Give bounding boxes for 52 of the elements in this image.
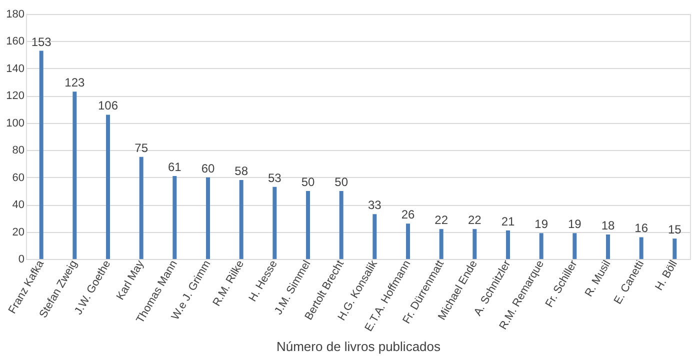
bar <box>172 176 177 259</box>
y-tick-label: 80 <box>12 144 24 157</box>
data-label: 50 <box>334 174 348 189</box>
data-label: 75 <box>134 140 148 155</box>
bar <box>639 237 644 259</box>
data-label: 22 <box>468 213 482 228</box>
bar <box>339 190 344 259</box>
data-label: 58 <box>234 164 248 178</box>
data-label: 16 <box>634 221 648 236</box>
data-label: 26 <box>401 208 415 222</box>
bar <box>372 214 377 259</box>
y-tick-label: 140 <box>6 62 24 75</box>
data-label: 19 <box>568 217 582 232</box>
data-label: 33 <box>368 198 382 212</box>
bar <box>239 180 244 259</box>
bar <box>72 92 77 259</box>
data-label: 53 <box>268 170 282 185</box>
bar <box>106 114 110 259</box>
bar <box>272 186 277 259</box>
y-tick-label: 40 <box>12 199 24 212</box>
y-tick-label: 160 <box>6 36 24 48</box>
data-label: 61 <box>168 160 182 174</box>
bar <box>206 177 210 259</box>
bar <box>306 190 310 259</box>
bar <box>672 238 677 259</box>
data-label: 50 <box>301 174 315 189</box>
data-label: 19 <box>534 217 548 232</box>
y-tick-label: 0 <box>18 254 24 266</box>
data-label: 18 <box>601 218 615 232</box>
bar <box>472 229 477 259</box>
data-label: 21 <box>501 214 515 228</box>
bar <box>406 224 410 259</box>
y-tick-label: 60 <box>12 172 24 184</box>
data-label: 60 <box>201 161 215 176</box>
bar <box>606 234 610 259</box>
data-label: 123 <box>64 76 85 90</box>
y-tick-label: 180 <box>6 8 24 20</box>
bar <box>506 230 510 259</box>
bar <box>39 50 44 259</box>
bar <box>139 156 144 259</box>
bar <box>572 233 577 259</box>
y-tick-label: 20 <box>12 226 24 238</box>
data-label: 106 <box>98 98 118 113</box>
data-label: 15 <box>668 222 682 237</box>
x-tick-label: H. Böll <box>653 258 680 293</box>
y-tick-label: 100 <box>6 117 24 130</box>
data-label: 22 <box>434 213 448 228</box>
x-axis-title: Número de livros publicados <box>276 339 442 354</box>
bar <box>439 229 444 259</box>
y-tick-label: 120 <box>6 90 24 102</box>
bar <box>539 233 544 259</box>
data-label: 153 <box>31 34 52 49</box>
